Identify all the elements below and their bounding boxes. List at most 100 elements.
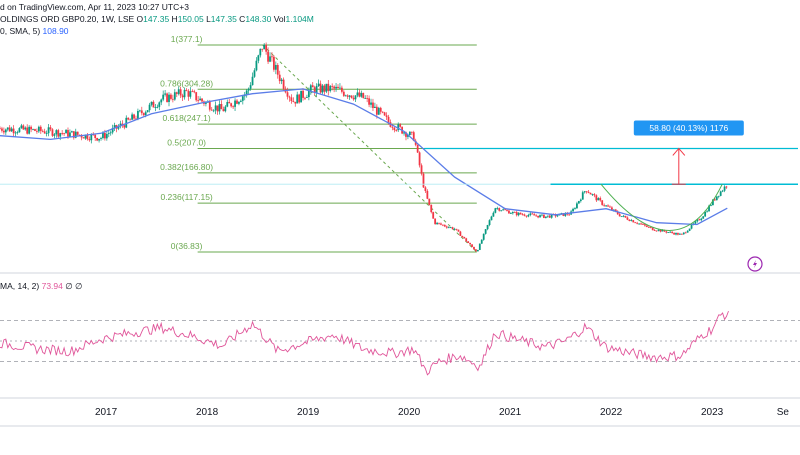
candle-body bbox=[533, 214, 536, 216]
candle-body bbox=[72, 131, 75, 138]
candle-body bbox=[647, 226, 650, 228]
candle-body bbox=[160, 99, 163, 103]
x-tick-label: 2022 bbox=[600, 407, 623, 418]
candle-body bbox=[335, 86, 337, 89]
candle-body bbox=[0, 128, 1, 130]
candle-body bbox=[226, 101, 229, 107]
close-label: C bbox=[239, 14, 246, 24]
candle-body bbox=[515, 212, 518, 216]
candle-body bbox=[30, 126, 32, 130]
candle-body bbox=[488, 220, 491, 226]
candle-body bbox=[63, 133, 66, 135]
candle-body bbox=[129, 119, 132, 121]
candle-body bbox=[678, 233, 681, 235]
candle-body bbox=[272, 56, 275, 70]
candle-body bbox=[103, 132, 106, 139]
candle-body bbox=[387, 116, 390, 123]
candle-body bbox=[59, 133, 62, 137]
candle-body bbox=[135, 118, 137, 120]
candle-body bbox=[140, 110, 143, 114]
candle-body bbox=[521, 214, 524, 216]
candle-body bbox=[525, 215, 528, 217]
candle-body bbox=[403, 132, 405, 134]
measure-label: 58.80 (40.13%) 1176 bbox=[649, 123, 728, 133]
candle-body bbox=[500, 210, 503, 212]
candle-body bbox=[368, 98, 370, 105]
candle-body bbox=[372, 102, 374, 109]
candle-body bbox=[238, 101, 240, 104]
candle-body bbox=[494, 208, 497, 213]
candle-body bbox=[4, 129, 7, 133]
candle-body bbox=[356, 92, 359, 96]
candle-body bbox=[102, 132, 104, 139]
candle-body bbox=[616, 211, 619, 215]
candle-body bbox=[607, 205, 609, 207]
candle-body bbox=[251, 76, 254, 86]
candle-body bbox=[593, 194, 596, 196]
candle-body bbox=[649, 227, 652, 228]
candle-body bbox=[442, 224, 444, 226]
grid-layer bbox=[0, 272, 800, 427]
candle-body bbox=[432, 212, 435, 219]
candle-body bbox=[236, 100, 238, 104]
candle-body bbox=[144, 112, 147, 116]
time-axis-layer: 2017 2018 2019 2020 2021 2022 2023 Se bbox=[95, 407, 789, 418]
candle-body bbox=[383, 112, 386, 116]
candle-body bbox=[476, 249, 479, 252]
candle-body bbox=[453, 228, 456, 230]
candle-body bbox=[10, 128, 13, 132]
candle-body bbox=[710, 205, 712, 206]
candle-body bbox=[447, 227, 450, 229]
candle-body bbox=[173, 92, 176, 100]
candle-body bbox=[484, 229, 487, 234]
candle-body bbox=[329, 85, 332, 91]
candle-body bbox=[61, 133, 64, 134]
candle-body bbox=[399, 124, 402, 127]
candle-body bbox=[438, 222, 440, 224]
candle-body bbox=[700, 218, 703, 221]
candle-body bbox=[673, 232, 675, 235]
candle-body bbox=[529, 213, 532, 215]
candle-body bbox=[216, 105, 219, 112]
candle-body bbox=[651, 227, 654, 231]
candle-body bbox=[232, 106, 235, 108]
candle-body bbox=[14, 132, 17, 134]
candle-body bbox=[407, 134, 409, 137]
candle-body bbox=[473, 246, 475, 250]
candle-body bbox=[719, 191, 722, 196]
candle-body bbox=[614, 209, 617, 212]
candle-body bbox=[67, 129, 69, 137]
candle-body bbox=[300, 90, 302, 103]
candle-body bbox=[197, 100, 200, 102]
candle-body bbox=[721, 190, 724, 192]
candle-body bbox=[267, 51, 269, 62]
candle-body bbox=[405, 132, 407, 137]
candle-body bbox=[105, 134, 108, 139]
candle-body bbox=[397, 124, 400, 131]
candle-body bbox=[6, 127, 9, 130]
candle-body bbox=[535, 215, 538, 217]
rsi-line bbox=[0, 310, 729, 376]
candle-body bbox=[482, 233, 485, 240]
candle-body bbox=[191, 91, 194, 93]
candle-body bbox=[323, 85, 326, 92]
candle-body bbox=[490, 216, 493, 221]
candle-body bbox=[601, 200, 604, 205]
open-value: 147.35 bbox=[143, 14, 170, 24]
candle-body bbox=[583, 191, 586, 193]
candle-body bbox=[88, 139, 91, 141]
candle-body bbox=[214, 105, 217, 111]
candle-body bbox=[146, 110, 149, 113]
candle-body bbox=[364, 98, 367, 99]
candle-body bbox=[455, 228, 458, 230]
candle-body bbox=[49, 127, 52, 130]
candle-body bbox=[125, 117, 128, 128]
candle-body bbox=[107, 133, 110, 135]
candle-body bbox=[725, 186, 728, 188]
candle-body bbox=[201, 98, 203, 102]
candle-body bbox=[457, 229, 460, 232]
candle-body bbox=[321, 85, 324, 93]
candle-body bbox=[628, 219, 631, 222]
candle-body bbox=[634, 222, 637, 224]
